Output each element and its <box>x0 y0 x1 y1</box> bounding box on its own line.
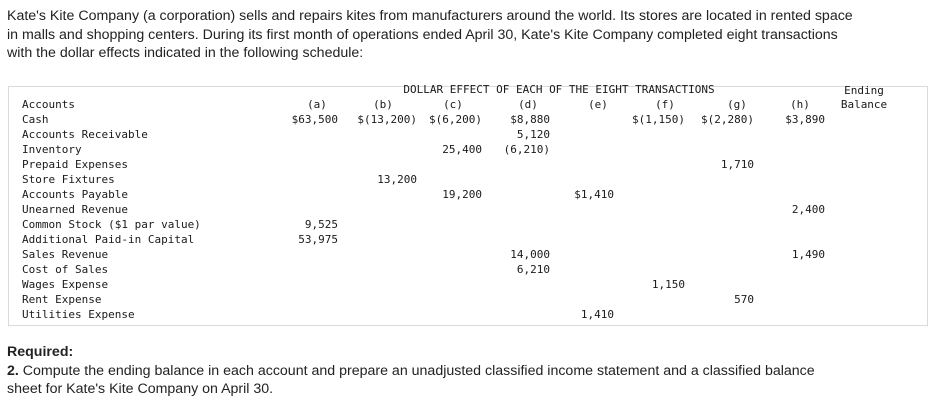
column-header: (d) <box>518 98 538 111</box>
transaction-amount: $1,410 <box>574 188 614 201</box>
transaction-amount: $(2,280) <box>701 113 754 126</box>
column-header: (f) <box>655 98 675 111</box>
transaction-amount: 9,525 <box>304 218 338 231</box>
transaction-amount: $(6,200) <box>429 113 482 126</box>
account-name: Prepaid Expenses <box>22 158 128 171</box>
intro-line-1: Kate's Kite Company (a corporation) sell… <box>7 8 853 24</box>
transactions-table: DOLLAR EFFECT OF EACH OF THE EIGHT TRANS… <box>22 83 888 321</box>
account-name: Cash <box>22 113 49 126</box>
required-text-line-1: 2. Compute the ending balance in each ac… <box>7 362 935 381</box>
transaction-amount: 1,490 <box>791 248 825 261</box>
column-header: (a) <box>307 98 327 111</box>
table-super-header: DOLLAR EFFECT OF EACH OF THE EIGHT TRANS… <box>403 83 715 96</box>
account-name: Wages Expense <box>22 278 109 291</box>
column-header: (h) <box>790 98 810 111</box>
intro-line-2: in malls and shopping centers. During it… <box>7 26 838 43</box>
intro-line-3: with the dollar effects indicated in the… <box>7 45 364 61</box>
transaction-amount: 53,975 <box>298 233 338 246</box>
transaction-amount: (6,210) <box>503 143 550 156</box>
transaction-amount: $(13,200) <box>357 113 417 126</box>
account-name: Rent Expense <box>22 293 102 306</box>
account-name: Common Stock ($1 par value) <box>22 218 201 231</box>
transaction-amount: 13,200 <box>377 173 417 186</box>
transaction-amount: 14,000 <box>510 248 550 261</box>
required-number: 2. <box>7 362 19 379</box>
accounts-header: Accounts <box>22 98 75 111</box>
required-text-line-2: sheet for Kate's Kite Company on April 3… <box>7 381 274 397</box>
account-name: Utilities Expense <box>22 308 135 321</box>
column-header: (e) <box>588 98 608 111</box>
transaction-amount: $8,880 <box>510 113 550 126</box>
required-text: Compute the ending balance in each accou… <box>18 362 815 379</box>
account-name: Sales Revenue <box>22 248 109 261</box>
transaction-amount: 570 <box>734 293 754 306</box>
required-section: Required: 2. Compute the ending balance … <box>7 343 935 399</box>
transaction-amount: 1,150 <box>651 278 685 291</box>
transaction-amount: 25,400 <box>442 143 482 156</box>
transaction-amount: $63,500 <box>291 113 338 126</box>
problem-intro: Kate's Kite Company (a corporation) sell… <box>7 7 935 63</box>
transaction-amount: $3,890 <box>785 113 825 126</box>
ending-header-line-2: Balance <box>840 98 888 111</box>
column-header: (g) <box>727 98 747 111</box>
transaction-amount: 19,200 <box>442 188 482 201</box>
account-name: Accounts Receivable <box>22 128 148 141</box>
account-name: Inventory <box>22 143 82 156</box>
required-heading: Required: <box>7 344 74 360</box>
transaction-amount: 1,710 <box>720 158 754 171</box>
transactions-table-frame <box>8 86 928 326</box>
transaction-amount: 2,400 <box>791 203 825 216</box>
column-header: (c) <box>443 98 463 111</box>
account-name: Unearned Revenue <box>22 203 128 216</box>
account-name: Additional Paid-in Capital <box>22 233 195 246</box>
account-name: Cost of Sales <box>22 263 109 276</box>
transaction-amount: 5,120 <box>516 128 550 141</box>
account-name: Store Fixtures <box>22 173 115 186</box>
transaction-amount: 1,410 <box>580 308 614 321</box>
transaction-amount: 6,210 <box>516 263 550 276</box>
transaction-amount: $(1,150) <box>632 113 685 126</box>
column-header: (b) <box>373 98 393 111</box>
account-name: Accounts Payable <box>22 188 128 201</box>
ending-header-line-1: Ending <box>844 84 884 97</box>
